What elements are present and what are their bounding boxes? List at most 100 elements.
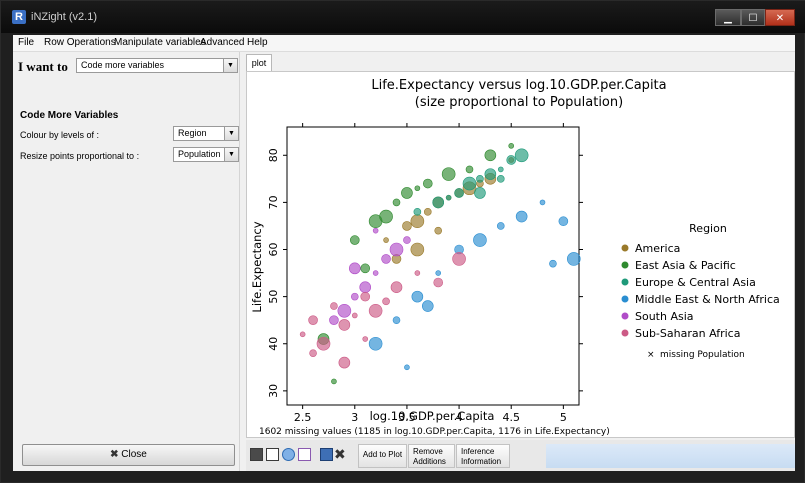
missing-values-note: 1602 missing values (1185 in log.10.GDP.…: [259, 427, 610, 437]
legend-entry: East Asia & Pacific: [635, 259, 736, 272]
data-point: [389, 242, 404, 257]
data-point: [381, 254, 391, 264]
data-point: [515, 210, 528, 223]
data-point: [372, 227, 379, 234]
data-point: [337, 303, 352, 318]
data-point: [423, 208, 432, 216]
data-point: [392, 198, 401, 207]
i-want-to-value: Code more variables: [81, 60, 165, 70]
legend-swatch: [621, 312, 629, 320]
data-point: [496, 175, 505, 183]
section-title: Code More Variables: [20, 110, 119, 121]
data-point: [309, 349, 317, 357]
window-title: iNZight (v2.1): [31, 11, 98, 23]
x-tick-label: 3.5: [398, 411, 416, 424]
x-tick-label: 4: [456, 411, 463, 424]
new-plot-window-icon[interactable]: [250, 448, 263, 461]
x-tick-label: 2.5: [294, 411, 312, 424]
x-tick-label: 3: [351, 411, 358, 424]
legend-swatch: [621, 329, 629, 337]
chart-title-line1: Life.Expectancy versus log.10.GDP.per.Ca…: [371, 78, 666, 93]
data-point: [368, 336, 383, 351]
remove-additions-button[interactable]: Remove Additions: [408, 444, 455, 468]
new-document-icon[interactable]: [266, 448, 279, 461]
tab-plot[interactable]: plot: [246, 54, 272, 72]
add-to-plot-button[interactable]: Add to Plot: [358, 444, 407, 468]
data-point: [566, 252, 581, 266]
legend-swatch: [621, 278, 629, 286]
menu-help[interactable]: Help: [247, 37, 268, 48]
data-point: [383, 237, 389, 243]
data-point: [539, 199, 546, 206]
edit-plot-icon[interactable]: [298, 448, 311, 461]
legend-entry: South Asia: [635, 310, 694, 323]
data-point: [514, 148, 529, 163]
minimize-icon[interactable]: ▁: [715, 9, 741, 26]
plot-panel: Life.Expectancy versus log.10.GDP.per.Ca…: [246, 71, 795, 438]
inference-line1: Inference: [461, 447, 495, 456]
data-point: [413, 208, 422, 216]
close-button-label: Close: [121, 449, 147, 460]
menu-row-operations[interactable]: Row Operations: [44, 37, 116, 48]
y-tick-label: 30: [267, 384, 280, 398]
data-point: [474, 187, 486, 199]
data-point: [390, 281, 403, 294]
data-point: [368, 303, 383, 318]
maximize-icon[interactable]: ☐: [741, 9, 765, 26]
points-group: [299, 143, 581, 385]
legend-missing-note: missing Population: [660, 350, 745, 360]
close-button[interactable]: ✖ Close: [22, 444, 235, 466]
remove-additions-line2: Additions: [413, 457, 446, 466]
data-point: [329, 315, 339, 325]
r-logo-icon: R: [12, 10, 26, 24]
chevron-down-icon: ▼: [224, 148, 238, 161]
data-point: [348, 262, 361, 275]
data-point: [404, 364, 410, 371]
delete-x-icon[interactable]: ✖: [334, 446, 346, 462]
colour-by-select[interactable]: Region ▼: [173, 126, 239, 141]
data-point: [435, 270, 442, 276]
i-want-to-label: I want to: [18, 59, 68, 74]
data-point: [473, 233, 487, 247]
close-window-icon[interactable]: ✕: [765, 9, 795, 26]
data-point: [454, 188, 464, 198]
data-point: [403, 236, 411, 244]
inference-information-button[interactable]: Inference Information: [456, 444, 510, 468]
data-point: [508, 143, 515, 149]
plot-area-frame: [286, 126, 580, 406]
menu-file[interactable]: File: [18, 37, 35, 48]
data-point: [433, 277, 444, 288]
refresh-icon[interactable]: [282, 448, 295, 461]
data-point: [411, 290, 424, 303]
y-tick-label: 40: [267, 337, 280, 351]
client-area: File Row Operations Manipulate variables…: [13, 35, 795, 471]
data-point: [401, 187, 413, 199]
legend-swatch: [621, 261, 629, 269]
resize-points-select[interactable]: Population ▼: [173, 147, 239, 162]
toolbar-highlight: [546, 444, 795, 468]
chart-title-line2: (size proportional to Population): [415, 95, 623, 110]
remove-additions-line1: Remove: [413, 447, 443, 456]
resize-points-label: Resize points proportional to :: [20, 151, 140, 161]
y-tick-label: 60: [267, 243, 280, 257]
legend-entry: Europe & Central Asia: [635, 276, 756, 289]
legend-entry: Sub-Saharan Africa: [635, 327, 740, 340]
data-point: [330, 302, 338, 310]
save-icon[interactable]: [320, 448, 333, 461]
data-point: [360, 291, 371, 302]
data-point: [331, 378, 337, 385]
scatter-chart: Life.Expectancy versus log.10.GDP.per.Ca…: [250, 78, 780, 437]
toolbar-icon-group: ✖: [248, 445, 354, 467]
data-point: [308, 315, 318, 325]
y-tick-label: 50: [267, 290, 280, 304]
data-point: [465, 165, 474, 174]
data-point: [351, 312, 358, 319]
menu-manipulate-variables[interactable]: Manipulate variables: [114, 37, 206, 48]
data-point: [434, 226, 443, 235]
legend: America East Asia & Pacific Europe & Centr…: [621, 242, 780, 340]
i-want-to-select[interactable]: Code more variables ▼: [76, 58, 238, 73]
resize-points-value: Population: [178, 149, 221, 159]
data-point: [421, 300, 434, 312]
menu-bar: File Row Operations Manipulate variables…: [13, 35, 795, 52]
menu-advanced[interactable]: Advanced: [200, 37, 245, 48]
